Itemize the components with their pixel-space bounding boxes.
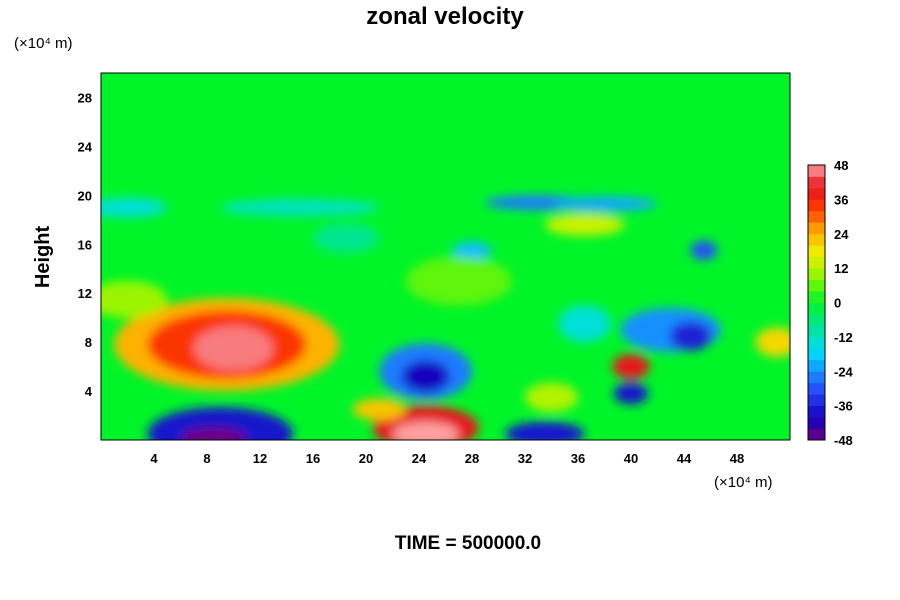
y-tick-labels: 4 8 12 16 20 24 28 bbox=[78, 90, 93, 399]
colorbar-label: -12 bbox=[834, 330, 853, 345]
velocity-feature bbox=[613, 382, 649, 405]
y-axis-unit: (×10⁴ m) bbox=[14, 35, 73, 52]
velocity-feature bbox=[392, 421, 459, 440]
x-axis-unit: (×10⁴ m) bbox=[714, 474, 773, 491]
y-tick-label: 20 bbox=[78, 188, 92, 203]
velocity-feature bbox=[755, 327, 790, 357]
colorbar-label: 48 bbox=[834, 158, 848, 173]
x-tick-label: 16 bbox=[306, 451, 320, 466]
x-tick-label: 32 bbox=[518, 451, 532, 466]
colorbar-label: -36 bbox=[834, 399, 853, 414]
velocity-field bbox=[101, 73, 790, 440]
y-axis-label: Height bbox=[32, 226, 54, 289]
velocity-feature bbox=[544, 213, 625, 236]
colorbar-label: -24 bbox=[834, 364, 854, 379]
colorbar-segment bbox=[808, 279, 825, 292]
velocity-feature bbox=[505, 421, 585, 440]
velocity-feature bbox=[313, 223, 380, 253]
colorbar bbox=[807, 164, 826, 441]
y-tick-label: 8 bbox=[85, 335, 92, 350]
velocity-feature bbox=[405, 256, 512, 306]
colorbar-segment bbox=[808, 348, 825, 361]
colorbar-segment bbox=[808, 210, 825, 223]
colorbar-segment bbox=[808, 165, 825, 177]
x-tick-label: 12 bbox=[253, 451, 267, 466]
y-tick-label: 16 bbox=[78, 237, 92, 252]
colorbar-label: 36 bbox=[834, 192, 848, 207]
time-label: TIME = 500000.0 bbox=[395, 533, 541, 554]
x-tick-label: 48 bbox=[730, 451, 744, 466]
velocity-feature bbox=[558, 305, 612, 343]
colorbar-label: 12 bbox=[834, 261, 848, 276]
x-tick-label: 36 bbox=[571, 451, 585, 466]
chart-title: zonal velocity bbox=[366, 3, 524, 30]
velocity-feature bbox=[147, 406, 294, 440]
colorbar-labels: 48 36 24 12 0 -12 -24 -36 -48 bbox=[834, 158, 854, 448]
velocity-feature bbox=[551, 196, 658, 212]
colorbar-segment bbox=[808, 302, 825, 315]
colorbar-segment bbox=[808, 291, 825, 303]
colorbar-segment bbox=[808, 313, 825, 326]
y-tick-label: 12 bbox=[78, 286, 92, 301]
colorbar-segment bbox=[808, 187, 825, 200]
x-tick-label: 4 bbox=[150, 451, 158, 466]
velocity-feature bbox=[352, 398, 406, 421]
colorbar-segment bbox=[808, 199, 825, 212]
velocity-feature bbox=[101, 280, 168, 318]
y-tick-label: 24 bbox=[78, 139, 93, 154]
colorbar-segment bbox=[808, 336, 825, 349]
colorbar-segment bbox=[808, 222, 825, 235]
y-tick-label: 28 bbox=[78, 90, 92, 105]
x-tick-label: 24 bbox=[412, 451, 427, 466]
colorbar-segment bbox=[808, 268, 825, 280]
colorbar-segment bbox=[808, 417, 825, 429]
colorbar-label: -48 bbox=[834, 433, 853, 448]
velocity-feature bbox=[180, 427, 247, 440]
colorbar-frame bbox=[807, 164, 826, 441]
x-tick-labels: 4 8 12 16 20 24 28 32 36 40 44 48 bbox=[150, 451, 744, 466]
colorbar-segment bbox=[808, 256, 825, 269]
colorbar-segment bbox=[808, 371, 825, 384]
velocity-feature bbox=[690, 240, 718, 261]
colorbar-segment bbox=[808, 382, 825, 395]
velocity-feature bbox=[525, 382, 578, 412]
colorbar-segment bbox=[808, 394, 825, 407]
velocity-feature bbox=[612, 354, 650, 379]
x-tick-label: 8 bbox=[203, 451, 210, 466]
colorbar-label: 0 bbox=[834, 296, 841, 311]
colorbar-segment bbox=[808, 176, 825, 189]
colorbar-segment bbox=[808, 359, 825, 372]
x-tick-label: 20 bbox=[359, 451, 373, 466]
x-tick-label: 44 bbox=[677, 451, 692, 466]
velocity-feature bbox=[452, 241, 492, 259]
x-tick-label: 40 bbox=[624, 451, 638, 466]
velocity-feature bbox=[193, 326, 274, 371]
velocity-feature bbox=[401, 360, 450, 393]
velocity-feature bbox=[669, 321, 712, 351]
y-tick-label: 4 bbox=[85, 384, 93, 399]
colorbar-segment bbox=[808, 405, 825, 418]
x-tick-label: 28 bbox=[465, 451, 479, 466]
colorbar-segment bbox=[808, 245, 825, 258]
colorbar-label: 24 bbox=[834, 227, 849, 242]
colorbar-segment bbox=[808, 325, 825, 338]
colorbar-segment bbox=[808, 428, 825, 441]
velocity-feature bbox=[220, 199, 380, 217]
velocity-feature bbox=[101, 197, 168, 218]
colorbar-segment bbox=[808, 233, 825, 246]
plot-frame bbox=[100, 72, 791, 441]
